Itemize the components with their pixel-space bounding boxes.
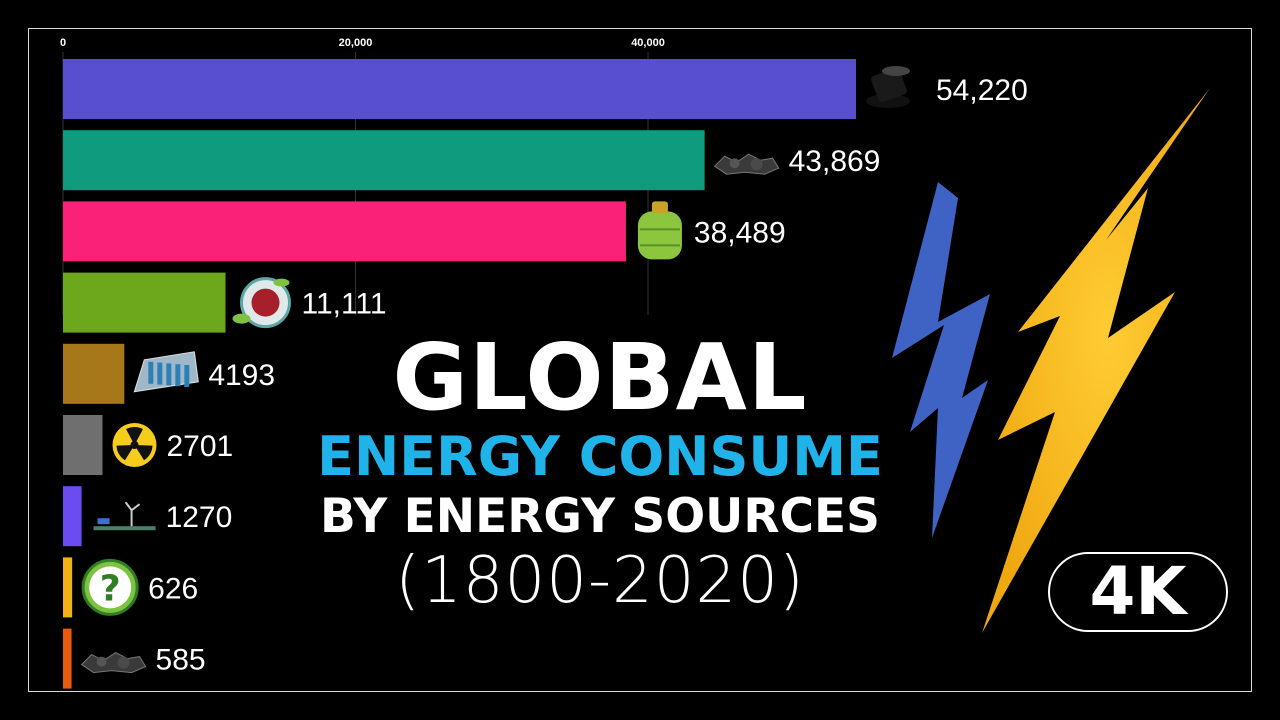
title-subtitle: ENERGY CONSUME (317, 425, 883, 488)
lightning-bolts (892, 88, 1210, 633)
bar-value-label: 2701 (167, 430, 234, 463)
title-main: GLOBAL (392, 324, 808, 431)
dam-icon (133, 351, 199, 393)
svg-text:?: ? (100, 568, 121, 609)
bar-value-label: 1270 (166, 501, 233, 534)
coal-icon (80, 652, 147, 674)
bar-value-label: 54,220 (936, 74, 1028, 107)
biofuel-icon (232, 277, 292, 329)
bar (63, 557, 73, 618)
bar-value-label: 4193 (208, 359, 275, 392)
bar-value-label: 585 (156, 644, 206, 677)
title-block: GLOBAL ENERGY CONSUME BY ENERGY SOURCES … (300, 324, 900, 618)
bar (63, 272, 226, 333)
yellow-bolt-icon (982, 88, 1210, 633)
bar-value-label: 38,489 (694, 216, 786, 249)
bar-value-label: 626 (148, 572, 198, 605)
bar (63, 201, 626, 262)
x-tick-label: 20,000 (339, 37, 373, 49)
title-years: (1800-2020) (395, 544, 805, 618)
coal-icon (713, 153, 780, 175)
bar (63, 415, 103, 475)
x-tick-label: 0 (60, 37, 66, 49)
bar-value-label: 11,111 (302, 288, 387, 321)
nuclear-icon (112, 423, 157, 467)
title-subtitle-2: BY ENERGY SOURCES (320, 489, 880, 544)
bar (63, 59, 856, 119)
question-icon: ? (81, 558, 139, 616)
gas-tank-icon (637, 201, 682, 260)
blue-bolt-icon (892, 182, 990, 538)
x-tick-label: 40,000 (631, 37, 665, 49)
bar (63, 628, 72, 689)
bar-value-label: 43,869 (789, 145, 881, 178)
oil-barrel-icon (866, 66, 910, 108)
resolution-badge: 4K (1048, 552, 1228, 632)
bar (63, 343, 125, 404)
bar (63, 130, 705, 191)
chart-frame (28, 28, 1252, 692)
wind-turbine-icon (93, 501, 156, 531)
bar (63, 486, 82, 547)
